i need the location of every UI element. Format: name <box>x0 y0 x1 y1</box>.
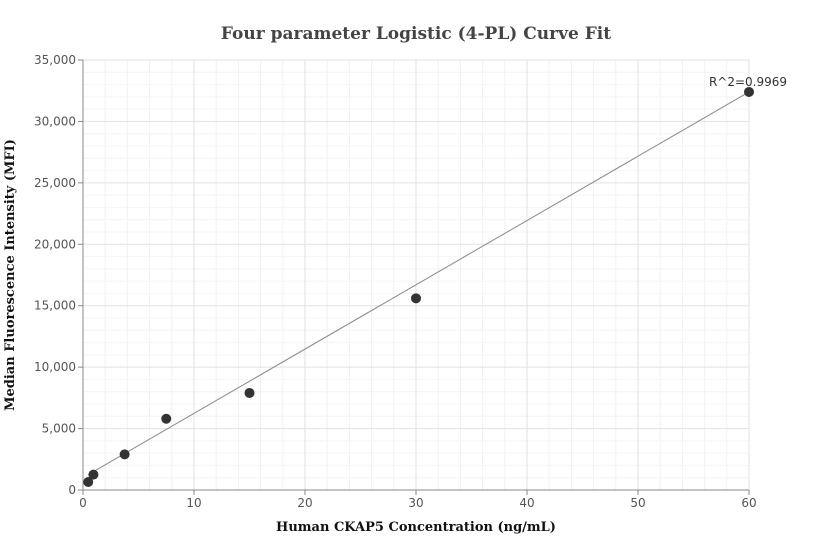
y-tick-label: 35,000 <box>34 53 76 67</box>
y-tick-label: 10,000 <box>34 360 76 374</box>
x-tick-label: 30 <box>408 496 423 510</box>
data-point <box>244 387 255 398</box>
data-points-layer <box>83 86 754 488</box>
x-tick-label: 60 <box>741 496 756 510</box>
x-tick-label: 10 <box>186 496 201 510</box>
data-point <box>744 86 754 97</box>
x-tick-label: 40 <box>519 496 534 510</box>
chart-title: Four parameter Logistic (4-PL) Curve Fit <box>221 24 611 44</box>
data-point <box>161 413 172 424</box>
axes: 0 10 20 30 40 50 60 0 5,000 10,000 15,000 20,000 25,… <box>34 53 757 510</box>
grid <box>83 59 750 490</box>
fit-curve-layer <box>87 91 750 476</box>
y-axis-title: Median Fluorescence Intensity (MFI) <box>3 139 18 411</box>
y-tick-label: 20,000 <box>34 237 76 251</box>
data-point <box>411 293 421 304</box>
y-tick-label: 25,000 <box>34 176 76 190</box>
data-point <box>119 449 130 460</box>
x-tick-label: 0 <box>79 496 87 510</box>
x-tick-label: 50 <box>630 496 645 510</box>
r-squared-annotation: R^2=0.9969 <box>709 75 787 89</box>
x-axis-title: Human CKAP5 Concentration (ng/mL) <box>276 520 556 535</box>
y-tick-label: 15,000 <box>34 299 76 313</box>
data-point <box>88 469 99 480</box>
data-point <box>83 477 94 488</box>
y-tick-label: 30,000 <box>34 114 76 128</box>
y-tick-label: 5,000 <box>42 422 76 436</box>
x-tick-label: 20 <box>297 496 312 510</box>
fit-curve <box>87 91 750 476</box>
y-tick-label: 0 <box>68 483 76 497</box>
